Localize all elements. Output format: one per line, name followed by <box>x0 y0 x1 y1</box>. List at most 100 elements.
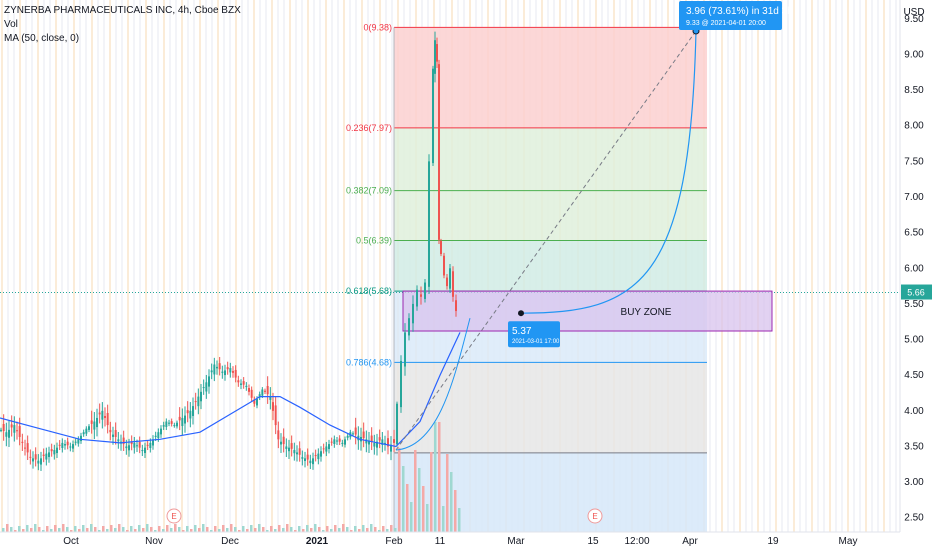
time-axis-bg <box>0 532 932 550</box>
volume-bar <box>362 525 365 532</box>
candle-body <box>269 396 272 400</box>
candle-body <box>104 415 106 418</box>
candle-body <box>176 422 178 427</box>
volume-bar <box>230 524 233 532</box>
time-axis[interactable]: Oct Nov Dec 2021 Feb 11 Mar 15 12:00 Apr 19 May <box>0 531 932 550</box>
candle-body <box>128 445 130 451</box>
projection-end-change: 3.96 (73.61%) in 31d 3h <box>686 6 793 17</box>
volume-bar <box>450 472 453 532</box>
volume-bar <box>358 529 361 532</box>
candle-body <box>24 447 26 449</box>
candle-body <box>40 458 42 465</box>
candle-body <box>258 394 261 398</box>
candle-body <box>298 448 301 455</box>
candle-body <box>2 423 5 432</box>
volume-bar <box>254 528 257 532</box>
candle-body <box>248 388 250 392</box>
volume-bar <box>30 528 33 532</box>
volume-bar <box>266 530 269 532</box>
volume-bar <box>218 529 221 532</box>
time-tick-label: Apr <box>682 536 698 547</box>
price-tick-label: 6.50 <box>904 228 924 239</box>
volume-bar <box>106 529 109 532</box>
price-tick-label: 4.00 <box>904 406 924 417</box>
candle-body <box>420 294 422 297</box>
earnings-marker-label: E <box>171 512 176 521</box>
volume-bar <box>38 527 41 532</box>
fib-zone <box>394 362 707 453</box>
candle-body <box>0 429 2 431</box>
candle-body <box>138 442 141 448</box>
volume-bar <box>186 526 189 532</box>
volume-bar <box>402 466 405 532</box>
price-tick-label: 8.00 <box>904 121 924 132</box>
volume-bar <box>146 524 149 532</box>
candle-body <box>69 446 72 448</box>
candle-body <box>301 457 304 459</box>
volume-bar <box>66 527 69 532</box>
volume-bar <box>150 527 153 532</box>
volume-bar <box>126 530 129 532</box>
legend-title: ZYNERBA PHARMACEUTICALS INC, 4h, Cboe BZ… <box>4 5 241 16</box>
candle-body <box>381 439 384 445</box>
volume-bar <box>350 530 353 532</box>
volume-bar <box>302 529 305 532</box>
candle-body <box>317 453 320 460</box>
candle-body <box>224 370 226 376</box>
candle-body <box>130 441 133 445</box>
fib-level-label: 0.5(6.39) <box>356 235 392 245</box>
candle-body <box>194 401 197 403</box>
candle-body <box>455 300 457 312</box>
projection-path[interactable]: 5.37 2021-03-01 17:00 3.96 (73.61%) in 31d… <box>166 1 793 524</box>
volume-bar <box>214 526 217 532</box>
candle-body <box>272 402 274 411</box>
volume-bar <box>166 525 169 532</box>
volume-bar <box>426 504 429 532</box>
volume-bar <box>434 422 437 532</box>
volume-bar <box>26 525 29 532</box>
volume-bar <box>50 529 53 532</box>
price-axis[interactable]: USD9.509.008.508.007.507.006.506.005.505… <box>899 0 932 550</box>
volume-bar <box>342 524 345 532</box>
candle-body <box>396 403 398 445</box>
chart-legend: ZYNERBA PHARMACEUTICALS INC, 4h, Cboe BZ… <box>4 4 241 46</box>
candle-body <box>264 390 266 392</box>
candle-body <box>13 425 16 433</box>
earnings-marker <box>587 508 603 524</box>
candle-body <box>192 406 194 416</box>
candle-body <box>109 429 112 433</box>
volume-bar <box>306 525 309 532</box>
candle-body <box>221 371 224 373</box>
candle-body <box>56 447 58 454</box>
candle-body <box>282 436 285 445</box>
candle-body <box>341 442 344 444</box>
volume-bar <box>178 527 181 532</box>
last-price-value: 5.66 <box>907 288 925 298</box>
candle-body <box>250 389 253 398</box>
candle-body <box>26 443 29 453</box>
price-tick-label: 9.50 <box>904 14 924 25</box>
volume-bar <box>86 528 89 532</box>
candle-body <box>438 64 440 240</box>
time-tick-label: Feb <box>385 536 403 547</box>
candle-body <box>314 455 317 457</box>
buy-zone-box[interactable] <box>402 290 773 332</box>
volume-bar <box>442 506 445 532</box>
volume-bar <box>22 529 25 532</box>
price-tick-label: 3.00 <box>904 477 924 488</box>
buy-zone-rect[interactable]: BUY ZONE <box>402 290 773 332</box>
candle-body <box>10 424 13 428</box>
candle-body <box>149 442 152 448</box>
volume-bar <box>170 528 173 532</box>
volume-bar <box>326 526 329 532</box>
candle-body <box>449 268 451 289</box>
candle-body <box>202 387 205 389</box>
candle-body <box>125 446 128 449</box>
candle-body <box>178 416 181 421</box>
volume-bar <box>430 452 433 532</box>
candle-body <box>336 440 338 442</box>
candle-body <box>216 366 218 369</box>
candle-body <box>280 441 282 445</box>
candle-body <box>309 460 312 464</box>
